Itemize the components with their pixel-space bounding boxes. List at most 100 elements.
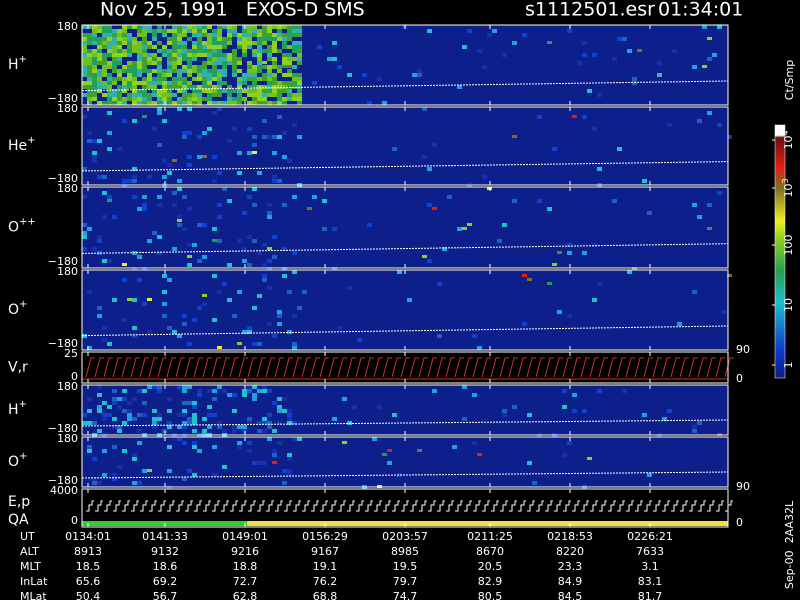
spectrogram-cell [187, 401, 192, 405]
spectrogram-cell [182, 25, 187, 29]
file-name: s1112501.esr [525, 0, 655, 21]
spectrogram-cell [257, 29, 262, 33]
spectrogram-cell [247, 65, 252, 69]
spectrogram-cell [197, 449, 202, 453]
ephemeris-value: 72.7 [233, 575, 258, 588]
spectrogram-cell [377, 405, 382, 409]
spectrogram-cell [202, 29, 207, 33]
spectrogram-cell [217, 61, 222, 65]
velocity-trace [265, 357, 275, 378]
spectrogram-cell [117, 45, 122, 49]
spectrogram-cell [217, 107, 222, 111]
energy-steps [698, 500, 706, 512]
spectrogram-cell [252, 342, 257, 346]
spectrogram-cell [197, 259, 202, 263]
spectrogram-cell [272, 45, 277, 49]
spectrogram-cell [127, 69, 132, 73]
spectrogram-cell [512, 405, 517, 409]
spectrogram-cell [112, 61, 117, 65]
spectrogram-cell [197, 65, 202, 69]
spectrogram-cell [397, 473, 402, 477]
spectrogram-cell [277, 421, 282, 425]
spectrogram-cell [162, 314, 167, 318]
spectrogram-cell [102, 65, 107, 69]
spectrogram-cell [292, 421, 297, 425]
spectrogram-cell [97, 139, 102, 143]
spectrogram-cell [257, 61, 262, 65]
spectrogram-cell [172, 101, 177, 105]
spectrogram-cell [102, 259, 107, 263]
spectrogram-cell [97, 53, 102, 57]
spectrogram-cell [277, 33, 282, 37]
spectrogram-cell [307, 207, 312, 210]
spectrogram-cell [137, 413, 142, 417]
energy-steps [662, 500, 670, 512]
spectrogram-cell [162, 33, 167, 37]
spectrogram-cell [117, 101, 122, 105]
spectrogram-cell [112, 45, 117, 49]
panel-label-text: H [8, 402, 19, 418]
spectrogram-cell [92, 89, 97, 93]
spectrogram-cell [162, 69, 167, 73]
spectrogram-cell [197, 77, 202, 81]
spectrogram-cell [297, 101, 302, 105]
spectrogram-cell [312, 81, 317, 85]
spectrogram-cell [212, 179, 217, 183]
spectrogram-cell [202, 255, 207, 259]
spectrogram-cell [167, 73, 172, 77]
velocity-trace [94, 357, 104, 378]
spectrogram-cell [177, 425, 182, 429]
spectrogram-cell [282, 45, 287, 49]
spectrogram-cell [562, 389, 567, 393]
spectrogram-cell [122, 179, 127, 183]
spectrogram-cell [107, 37, 112, 41]
spectrogram-cell [167, 326, 172, 330]
spectrogram-cell [132, 65, 137, 69]
spectrogram-cell [207, 37, 212, 41]
y-tick-label: −180 [48, 172, 78, 185]
spectrogram-cell [212, 397, 217, 401]
spectrogram-cell [232, 25, 237, 29]
energy-steps [707, 500, 715, 512]
y-tick-label: −180 [48, 337, 78, 350]
velocity-trace [256, 357, 266, 378]
spectrogram-cell [582, 41, 587, 45]
spectrogram-cell [167, 97, 172, 101]
spectrogram-cell [292, 45, 297, 49]
spectrogram-cell [577, 61, 582, 65]
spectrogram-cell [477, 346, 482, 350]
energy-steps [347, 500, 355, 512]
spectrogram-cell [217, 203, 222, 207]
spectrogram-cell [562, 453, 567, 457]
spectrogram-cell [117, 61, 122, 65]
spectrogram-cell [202, 73, 207, 77]
spectrogram-cell [297, 25, 302, 29]
spectrogram-cell [222, 89, 227, 93]
spectrogram-cell [107, 41, 112, 45]
spectrogram-cell [222, 101, 227, 105]
spectrogram-cell [107, 199, 112, 202]
spectrogram-cell [127, 49, 132, 53]
right-tick-label: 90 [736, 343, 750, 356]
spectrogram-cell [177, 41, 182, 45]
spectrogram-cell [427, 167, 432, 171]
spectrogram-cell [152, 417, 157, 421]
spectrogram-cell [207, 97, 212, 101]
velocity-trace [319, 357, 329, 378]
spectrogram-cell [232, 61, 237, 65]
velocity-trace [580, 357, 590, 378]
spectrogram-cell [642, 179, 647, 183]
spectrogram-cell [187, 37, 192, 41]
spectrogram-cell [247, 77, 252, 81]
panel-label: O+ [8, 299, 27, 318]
spectrogram-cell [112, 425, 117, 429]
spectrogram-cell [102, 81, 107, 85]
ephemeris-value: 3.1 [641, 560, 659, 573]
spectrogram-cell [207, 41, 212, 45]
spectrogram-cell [197, 306, 202, 310]
spectrogram-cell [187, 131, 192, 135]
energy-steps [554, 500, 562, 512]
panel-label-text: O [8, 220, 19, 236]
spectrogram-cell [122, 97, 127, 101]
